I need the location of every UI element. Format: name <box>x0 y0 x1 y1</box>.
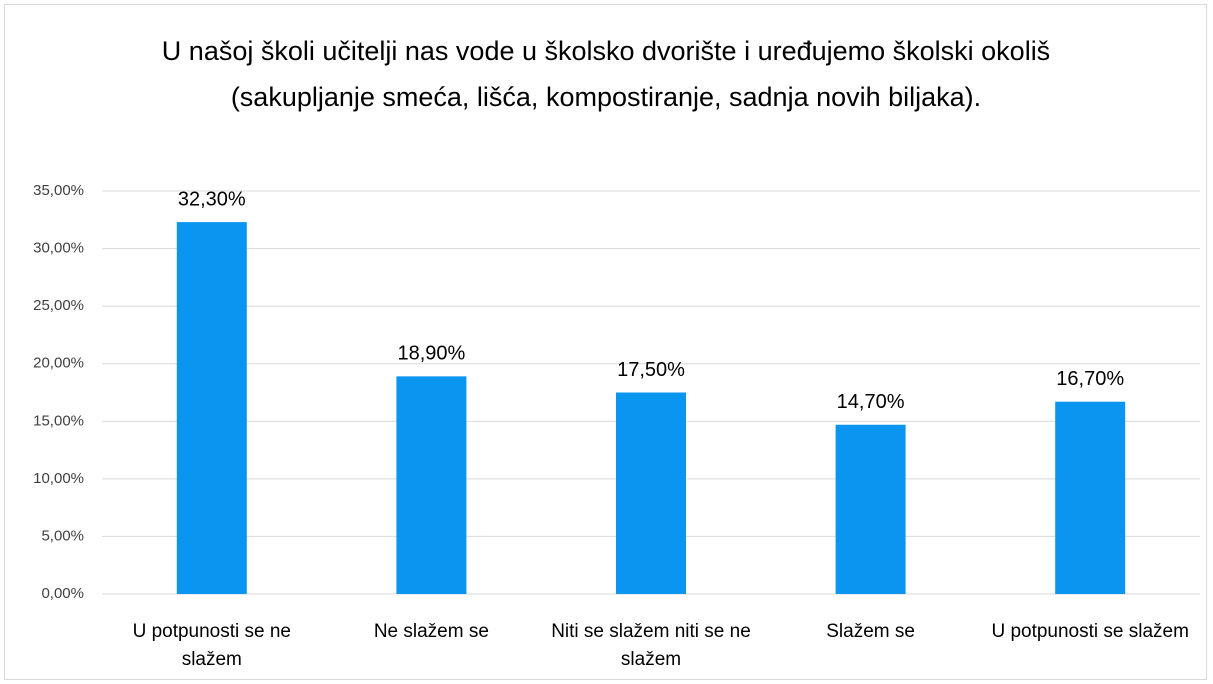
y-tick-label: 25,00% <box>33 297 84 314</box>
bar <box>396 376 467 594</box>
x-tick-label: Ne slažem se <box>373 621 489 642</box>
value-label: 32,30% <box>178 188 246 210</box>
chart-frame <box>4 4 1207 680</box>
y-tick-label: 0,00% <box>41 585 84 602</box>
y-tick-label: 10,00% <box>33 470 84 487</box>
x-tick-label: U potpunosti se ne slažem <box>132 621 292 670</box>
bar <box>1055 401 1126 594</box>
x-tick-label: U potpunosti se slažem <box>991 621 1189 642</box>
y-tick-label: 15,00% <box>33 412 84 429</box>
value-label: 14,70% <box>837 391 905 413</box>
value-label: 18,90% <box>397 343 465 365</box>
x-tick-label: Slažem se <box>826 621 915 642</box>
bar <box>835 424 906 594</box>
bar <box>176 222 247 595</box>
y-tick-label: 30,00% <box>33 240 84 257</box>
chart-title: U našoj školi učitelji nas vode u školsk… <box>161 36 1051 112</box>
value-label: 17,50% <box>617 359 685 381</box>
y-tick-label: 5,00% <box>41 527 84 544</box>
bar <box>616 392 686 594</box>
y-tick-label: 35,00% <box>33 182 84 199</box>
value-label: 16,70% <box>1056 368 1124 390</box>
x-tick-label: Niti se slažem niti se ne slažem <box>551 621 751 670</box>
y-tick-label: 20,00% <box>33 355 84 372</box>
